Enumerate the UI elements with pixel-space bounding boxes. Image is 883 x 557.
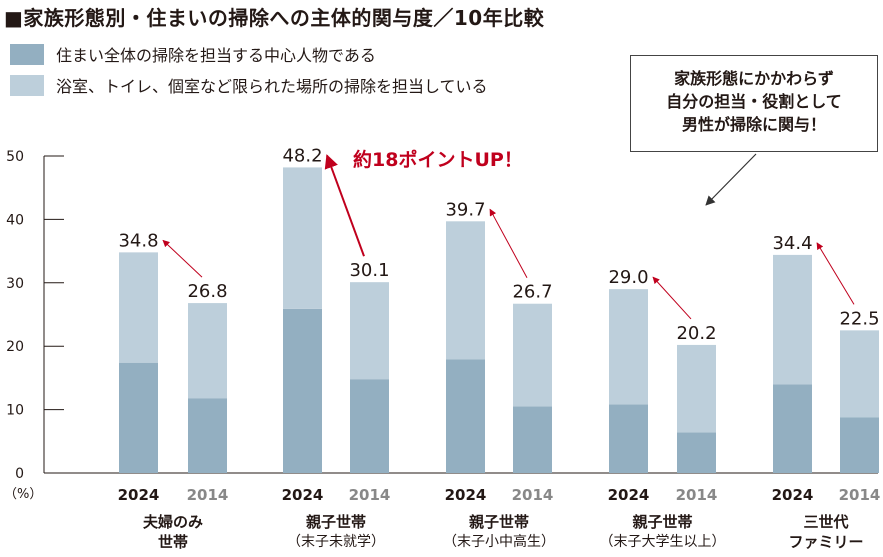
y-tick-label-20: 20 (6, 339, 24, 355)
callout-line-2: 自分の担当・役割として (666, 92, 842, 111)
group-label-2-line-0: 親子世帯 (468, 513, 529, 531)
y-tick-label-10: 10 (6, 403, 24, 419)
group-label-4: 三世代 ファミリー (756, 512, 883, 552)
total-label-2024-1: 48.2 (282, 145, 322, 166)
y-tick-label-40: 40 (6, 212, 24, 228)
bar-secondary-2014-2 (513, 303, 552, 407)
total-label-2024-0: 34.8 (118, 230, 158, 251)
group-label-1-line-1: （末子未就学） (287, 534, 385, 550)
group-label-0-line-1: 世帯 (157, 533, 188, 551)
year-label-2014-3: 2014 (676, 486, 718, 504)
group-label-1-line-0: 親子世帯 (305, 513, 366, 531)
group-label-1: 親子世帯 （末子未就学） (266, 512, 406, 552)
total-label-2014-1: 30.1 (349, 260, 389, 281)
highlight-text: 約18ポイントUP！ (353, 148, 523, 171)
chart-title: ■家族形態別・住まいの掃除への主体的関与度／10年比較 (4, 6, 545, 30)
group-label-2: 親子世帯 （末子小中高生） (429, 512, 569, 552)
change-arrow-2 (489, 208, 528, 278)
change-arrow-4 (816, 242, 855, 305)
year-label-2024-2: 2024 (445, 486, 487, 504)
callout-line-1: 家族形態にかかわらず (674, 69, 834, 88)
bar-primary-2024-1 (283, 308, 322, 473)
legend-label-secondary: 浴室、トイレ、個室など限られた場所の掃除を担当している (56, 77, 488, 96)
legend-label-primary: 住まい全体の掃除を担当する中心人物である (56, 46, 376, 65)
bar-primary-2014-3 (677, 432, 716, 473)
total-label-2024-3: 29.0 (608, 267, 648, 288)
year-label-2024-3: 2024 (608, 486, 650, 504)
y-tick-label-30: 30 (6, 276, 24, 292)
bar-secondary-2014-0 (188, 303, 227, 399)
bar-secondary-2024-2 (446, 221, 485, 360)
callout-line-3: 男性が掃除に関与！ (681, 115, 826, 134)
group-label-3: 親子世帯 （末子大学生以上） (593, 512, 733, 552)
total-label-2024-2: 39.7 (445, 199, 485, 220)
bar-primary-2024-0 (119, 362, 158, 473)
year-label-2024-1: 2024 (282, 486, 324, 504)
group-label-3-line-1: （末子大学生以上） (599, 534, 726, 550)
bar-secondary-2024-3 (609, 289, 648, 405)
y-tick-label-0: 0 (15, 466, 24, 482)
bar-primary-2014-0 (188, 398, 227, 473)
bar-secondary-2024-0 (119, 252, 158, 363)
bar-primary-2014-2 (513, 406, 552, 473)
change-arrow-3 (652, 276, 692, 320)
legend-swatch-primary (10, 43, 44, 65)
bar-primary-2024-4 (773, 384, 812, 473)
group-label-4-line-1: ファミリー (788, 533, 864, 551)
legend-swatch-secondary (10, 74, 44, 96)
callout-box: 家族形態にかかわらず 自分の担当・役割として 男性が掃除に関与！ (630, 55, 878, 152)
bar-secondary-2014-4 (840, 330, 879, 418)
bar-secondary-2024-1 (283, 167, 322, 309)
y-tick-label-50: 50 (6, 149, 24, 165)
total-label-2014-3: 20.2 (676, 323, 716, 344)
bar-primary-2014-4 (840, 417, 879, 473)
bar-primary-2024-2 (446, 359, 485, 473)
legend-item-primary: 住まい全体の掃除を担当する中心人物である (10, 42, 376, 66)
legend-item-secondary: 浴室、トイレ、個室など限られた場所の掃除を担当している (10, 73, 488, 97)
bar-primary-2014-1 (350, 379, 389, 473)
bar-primary-2024-3 (609, 404, 648, 473)
change-arrow-0 (162, 239, 203, 278)
group-label-4-line-0: 三世代 (803, 513, 849, 531)
year-label-2014-0: 2014 (187, 486, 229, 504)
group-label-3-line-0: 親子世帯 (632, 513, 693, 531)
group-label-2-line-1: （末子小中高生） (443, 534, 555, 550)
year-label-2024-0: 2024 (118, 486, 160, 504)
change-arrow-1 (324, 154, 365, 257)
year-label-2014-4: 2014 (839, 486, 881, 504)
year-label-2014-2: 2014 (512, 486, 554, 504)
total-label-2014-2: 26.7 (512, 282, 552, 303)
year-label-2024-4: 2024 (772, 486, 814, 504)
group-label-0-line-0: 夫婦のみ (142, 513, 203, 531)
total-label-2024-4: 34.4 (772, 233, 812, 254)
bar-secondary-2024-4 (773, 254, 812, 385)
group-label-0: 夫婦のみ 世帯 (103, 512, 243, 552)
y-axis-unit: （%） (4, 487, 42, 502)
year-label-2014-1: 2014 (349, 486, 391, 504)
total-label-2014-0: 26.8 (187, 281, 227, 302)
callout-arrow (705, 153, 757, 206)
bar-secondary-2014-3 (677, 344, 716, 433)
bar-secondary-2014-1 (350, 282, 389, 380)
total-label-2014-4: 22.5 (839, 308, 879, 329)
